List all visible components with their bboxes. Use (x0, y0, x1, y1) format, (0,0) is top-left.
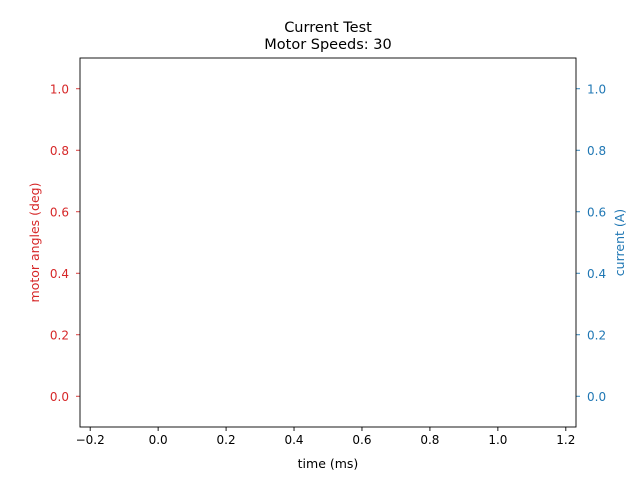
x-tick-label: 0.0 (149, 433, 168, 447)
right-y-axis-ticks: 0.0 0.2 0.4 0.6 0.8 1.0 (576, 82, 606, 404)
x-axis-ticks: −0.2 0.0 0.2 0.4 0.6 0.8 1.0 1.2 (76, 427, 575, 447)
left-y-axis-ticks: 0.0 0.2 0.4 0.6 0.8 1.0 (50, 82, 80, 404)
plot-area-frame (79, 57, 577, 428)
right-y-tick-label: 0.0 (587, 390, 606, 404)
x-tick-label: 1.2 (556, 433, 575, 447)
chart-subtitle: Motor Speeds: 30 (264, 37, 391, 53)
x-tick-label: 0.6 (352, 433, 371, 447)
x-tick-label: −0.2 (76, 433, 105, 447)
left-y-tick-label: 0.0 (50, 390, 69, 404)
left-y-axis-label: motor angles (deg) (27, 183, 42, 303)
x-axis-label: time (ms) (298, 456, 359, 471)
chart-title: Current Test (284, 20, 372, 36)
left-y-tick-label: 0.6 (50, 205, 69, 219)
left-y-tick-label: 0.4 (50, 267, 69, 281)
left-y-tick-label: 1.0 (50, 82, 69, 96)
x-tick-label: 0.4 (284, 433, 303, 447)
right-y-axis-label: current (A) (612, 209, 627, 276)
x-tick-label: 0.8 (420, 433, 439, 447)
x-tick-label: 1.0 (488, 433, 507, 447)
right-y-tick-label: 0.8 (587, 144, 606, 158)
right-y-tick-label: 0.6 (587, 205, 606, 219)
right-y-tick-label: 1.0 (587, 82, 606, 96)
right-y-tick-label: 0.2 (587, 328, 606, 342)
left-y-tick-label: 0.2 (50, 328, 69, 342)
left-y-tick-label: 0.8 (50, 144, 69, 158)
x-tick-label: 0.2 (217, 433, 236, 447)
right-y-tick-label: 0.4 (587, 267, 606, 281)
